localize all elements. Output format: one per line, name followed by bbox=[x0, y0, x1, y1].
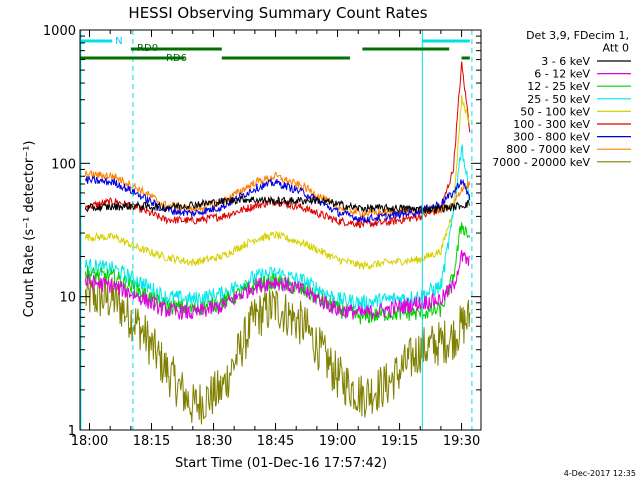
legend-header-1: Att 0 bbox=[603, 42, 629, 55]
x-axis-label: Start Time (01-Dec-16 17:57:42) bbox=[175, 456, 387, 471]
footer-date: 4-Dec-2017 12:35 bbox=[564, 469, 636, 478]
legend-label-5: 100 - 300 keV bbox=[513, 118, 590, 131]
chart-title: HESSI Observing Summary Count Rates bbox=[128, 4, 427, 22]
series-line-3-6kev bbox=[84, 195, 471, 215]
legend-label-3: 25 - 50 keV bbox=[527, 93, 590, 106]
x-tick-label-2: 18:30 bbox=[195, 434, 232, 449]
x-tick-label-6: 19:30 bbox=[443, 434, 480, 449]
plot-frame bbox=[79, 29, 482, 431]
x-tick-label-0: 18:00 bbox=[71, 434, 108, 449]
series-line-100-300kev bbox=[84, 61, 471, 229]
x-tick-label-5: 19:15 bbox=[381, 434, 418, 449]
legend-label-7: 800 - 7000 keV bbox=[506, 143, 590, 156]
series-line-300-800kev bbox=[84, 175, 471, 225]
series-line-7000-20000kev bbox=[84, 273, 471, 425]
y-tick-label-1: 10 bbox=[59, 291, 76, 306]
series-line-6-12kev bbox=[84, 249, 470, 320]
series-line-50-100kev bbox=[84, 95, 470, 271]
x-tick-label-1: 18:15 bbox=[133, 434, 170, 449]
x-tick-label-4: 19:00 bbox=[319, 434, 356, 449]
y-tick-label-2: 100 bbox=[51, 157, 76, 172]
axes: 18:00 18:15 18:30 18:45 19:00 19:15 19:30 1 10 10… bbox=[43, 24, 481, 449]
annotation-rd6: RD6 bbox=[166, 53, 187, 64]
series-line-800-7000kev bbox=[84, 169, 471, 219]
x-tick-label-3: 18:45 bbox=[257, 434, 294, 449]
legend-label-0: 3 - 6 keV bbox=[541, 55, 590, 68]
legend-label-6: 300 - 800 keV bbox=[513, 131, 590, 144]
legend-label-4: 50 - 100 keV bbox=[520, 105, 590, 118]
legend-label-1: 6 - 12 keV bbox=[534, 68, 590, 81]
legend-label-8: 7000 - 20000 keV bbox=[492, 156, 590, 169]
y-axis-label: Count Rate (s⁻¹ detector⁻¹) bbox=[22, 141, 37, 318]
annotation-rd0: RD0 bbox=[137, 43, 158, 54]
plot-area: N RD0 RD6 bbox=[80, 30, 473, 430]
y-tick-label-0: 1 bbox=[68, 424, 76, 439]
annotation-n: N bbox=[115, 36, 122, 47]
legend-label-2: 12 - 25 keV bbox=[527, 80, 590, 93]
legend-header-0: Det 3,9, FDecim 1, bbox=[526, 29, 629, 42]
y-tick-label-3: 1000 bbox=[43, 24, 76, 39]
